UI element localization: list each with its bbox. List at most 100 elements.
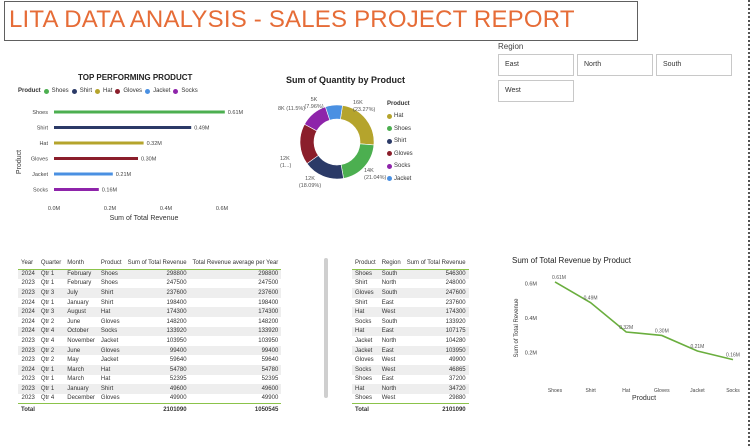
table-total-cell (378, 402, 404, 416)
detail-table-scrollbar[interactable] (324, 258, 328, 398)
col-avg-revenue[interactable]: Total Revenue average per Year (189, 257, 282, 270)
table-row[interactable]: 2023 Qtr 1 March Hat 52395 52395 (18, 375, 281, 385)
bar-category-label: Shoes (32, 110, 48, 116)
donut-legend-label: Product (387, 101, 410, 107)
table-cell: 103950 (258, 337, 279, 344)
table-row[interactable]: 2023 Qtr 2 May Jacket 59640 59640 (18, 355, 281, 365)
table-row[interactable]: 2023 Qtr 1 January Shirt 49600 49600 (18, 384, 282, 394)
table-row[interactable]: 2023 Qtr 3 July Shirt 237600 237600 (18, 288, 282, 298)
table-cell: 2023 (18, 384, 38, 394)
donut-legend-item[interactable]: Shirt (387, 135, 413, 148)
table-cell: February (67, 280, 92, 287)
table-row[interactable]: Shoes West 29880 (352, 394, 469, 404)
donut-legend-item[interactable]: Hat (387, 110, 413, 123)
table-row[interactable]: Hat East 107175 (352, 326, 469, 337)
bar-socks[interactable] (54, 188, 99, 191)
col-quarter[interactable]: Quarter (37, 257, 65, 270)
col-sum-revenue[interactable]: Sum of Total Revenue (403, 257, 469, 270)
table-cell: Hat (352, 384, 379, 394)
table-cell: Hat (352, 307, 379, 317)
bar-chart-legend: Product Shoes Shirt Hat Gloves Jacket So… (18, 88, 198, 94)
donut-legend-item[interactable]: Shoes (387, 123, 413, 136)
table-row[interactable]: Hat North 34720 (352, 384, 469, 394)
region-table-container[interactable]: Product Region Sum of Total Revenue Shoe… (352, 257, 469, 416)
bar-data-label: 0.61M (228, 110, 244, 116)
table-cell: South (378, 269, 404, 279)
table-row[interactable]: 2024 Qtr 3 August Hat 174300 174300 (18, 307, 282, 317)
table-cell: Qtr 1 (37, 384, 65, 394)
table-row[interactable]: Shoes South 546300 (352, 269, 469, 279)
table-cell: October (64, 326, 98, 337)
table-row[interactable]: Shoes East 37200 (352, 375, 469, 385)
table-row[interactable]: Socks South 133920 (352, 317, 469, 327)
legend-dot-icon (387, 138, 392, 144)
donut-data-label: 12K (305, 176, 315, 182)
detail-table-container[interactable]: Year Quarter Month Product Sum of Total … (18, 257, 282, 416)
table-row[interactable]: Jacket East 103950 (352, 345, 469, 356)
col-region[interactable]: Region (378, 257, 404, 270)
table-cell: 247600 (403, 288, 469, 298)
region-option-south[interactable]: South (656, 54, 732, 76)
donut-slice-jacket[interactable] (325, 104, 343, 121)
table-cell: North (381, 337, 397, 344)
bar-hat[interactable] (54, 141, 144, 145)
table-row[interactable]: 2024 Qtr 2 June Gloves 148200 148200 (18, 317, 281, 327)
table-total-cell: Total (18, 402, 38, 416)
table-total-cell: 1050545 (189, 402, 282, 416)
line-x-tick: Hat (622, 388, 630, 394)
table-row[interactable]: Shirt North 248000 (352, 279, 469, 289)
donut-legend-item[interactable]: Socks (387, 160, 413, 173)
bar-category-label: Hat (39, 141, 48, 147)
table-cell: August (64, 307, 98, 317)
col-product[interactable]: Product (352, 257, 379, 270)
table-total-cell (64, 402, 98, 416)
table-row[interactable]: 2024 Qtr 1 January Shirt 198400 198400 (18, 298, 281, 308)
col-year[interactable]: Year (18, 257, 38, 270)
line-data-label: 0.30M (655, 328, 669, 334)
region-option-north[interactable]: North (577, 54, 653, 76)
bar-shoes[interactable] (54, 110, 225, 114)
table-row[interactable]: Hat West 174300 (352, 307, 469, 317)
bar-data-label: 0.30M (141, 157, 157, 163)
col-product[interactable]: Product (97, 257, 125, 270)
table-row[interactable]: Socks West 46865 (352, 364, 469, 375)
bar-shirt[interactable] (54, 126, 192, 129)
table-cell: 2024 (18, 326, 38, 337)
table-cell: 133920 (124, 326, 190, 337)
donut-legend-item[interactable]: Gloves (387, 148, 413, 161)
donut-legend-text: Hat (394, 113, 404, 120)
table-row[interactable]: 2023 Qtr 1 February Shoes 247500 247500 (18, 279, 281, 289)
table-cell: 49900 (448, 357, 466, 364)
table-row[interactable]: Gloves South 247600 (352, 288, 469, 298)
table-row[interactable]: 2023 Qtr 4 December Gloves 49900 49900 (18, 394, 281, 404)
line-series[interactable] (554, 281, 734, 361)
bar-jacket[interactable] (54, 172, 113, 176)
table-cell: 133920 (445, 318, 466, 325)
table-row[interactable]: 2024 Qtr 1 February Shoes 298800 298800 (18, 269, 282, 279)
table-row[interactable]: Jacket North 104280 (352, 336, 469, 346)
bar-x-tick: 0.0M (48, 206, 61, 212)
bar-legend-item: Gloves (123, 88, 143, 94)
bar-x-tick: 0.2M (104, 206, 117, 212)
col-month[interactable]: Month (64, 257, 98, 270)
region-option-west[interactable]: West (498, 80, 574, 102)
table-row[interactable]: Gloves West 49900 (352, 355, 469, 365)
table-cell: Shoes (355, 376, 373, 383)
region-option-east[interactable]: East (498, 54, 574, 76)
table-cell: West (381, 357, 396, 364)
table-cell: Shirt (97, 288, 125, 298)
donut-data-label: 12K (280, 156, 290, 162)
table-row[interactable]: 2023 Qtr 4 November Jacket 103950 103950 (18, 336, 281, 346)
donut-legend-item[interactable]: Jacket (387, 173, 413, 186)
table-row[interactable]: 2024 Qtr 1 March Hat 54780 54780 (18, 364, 282, 375)
table-cell: South (378, 288, 404, 298)
table-row[interactable]: 2024 Qtr 4 October Socks 133920 133920 (18, 326, 282, 337)
table-cell: 2024 (18, 364, 38, 375)
col-sum-revenue[interactable]: Sum of Total Revenue (124, 257, 190, 270)
bar-gloves[interactable] (54, 157, 138, 160)
table-cell: 174300 (124, 307, 190, 317)
table-row[interactable]: Shirt East 237600 (352, 298, 469, 308)
table-row[interactable]: 2023 Qtr 2 June Gloves 99400 99400 (18, 345, 282, 356)
table-cell: Qtr 2 (40, 357, 55, 364)
bar-legend-item: Socks (181, 88, 198, 94)
